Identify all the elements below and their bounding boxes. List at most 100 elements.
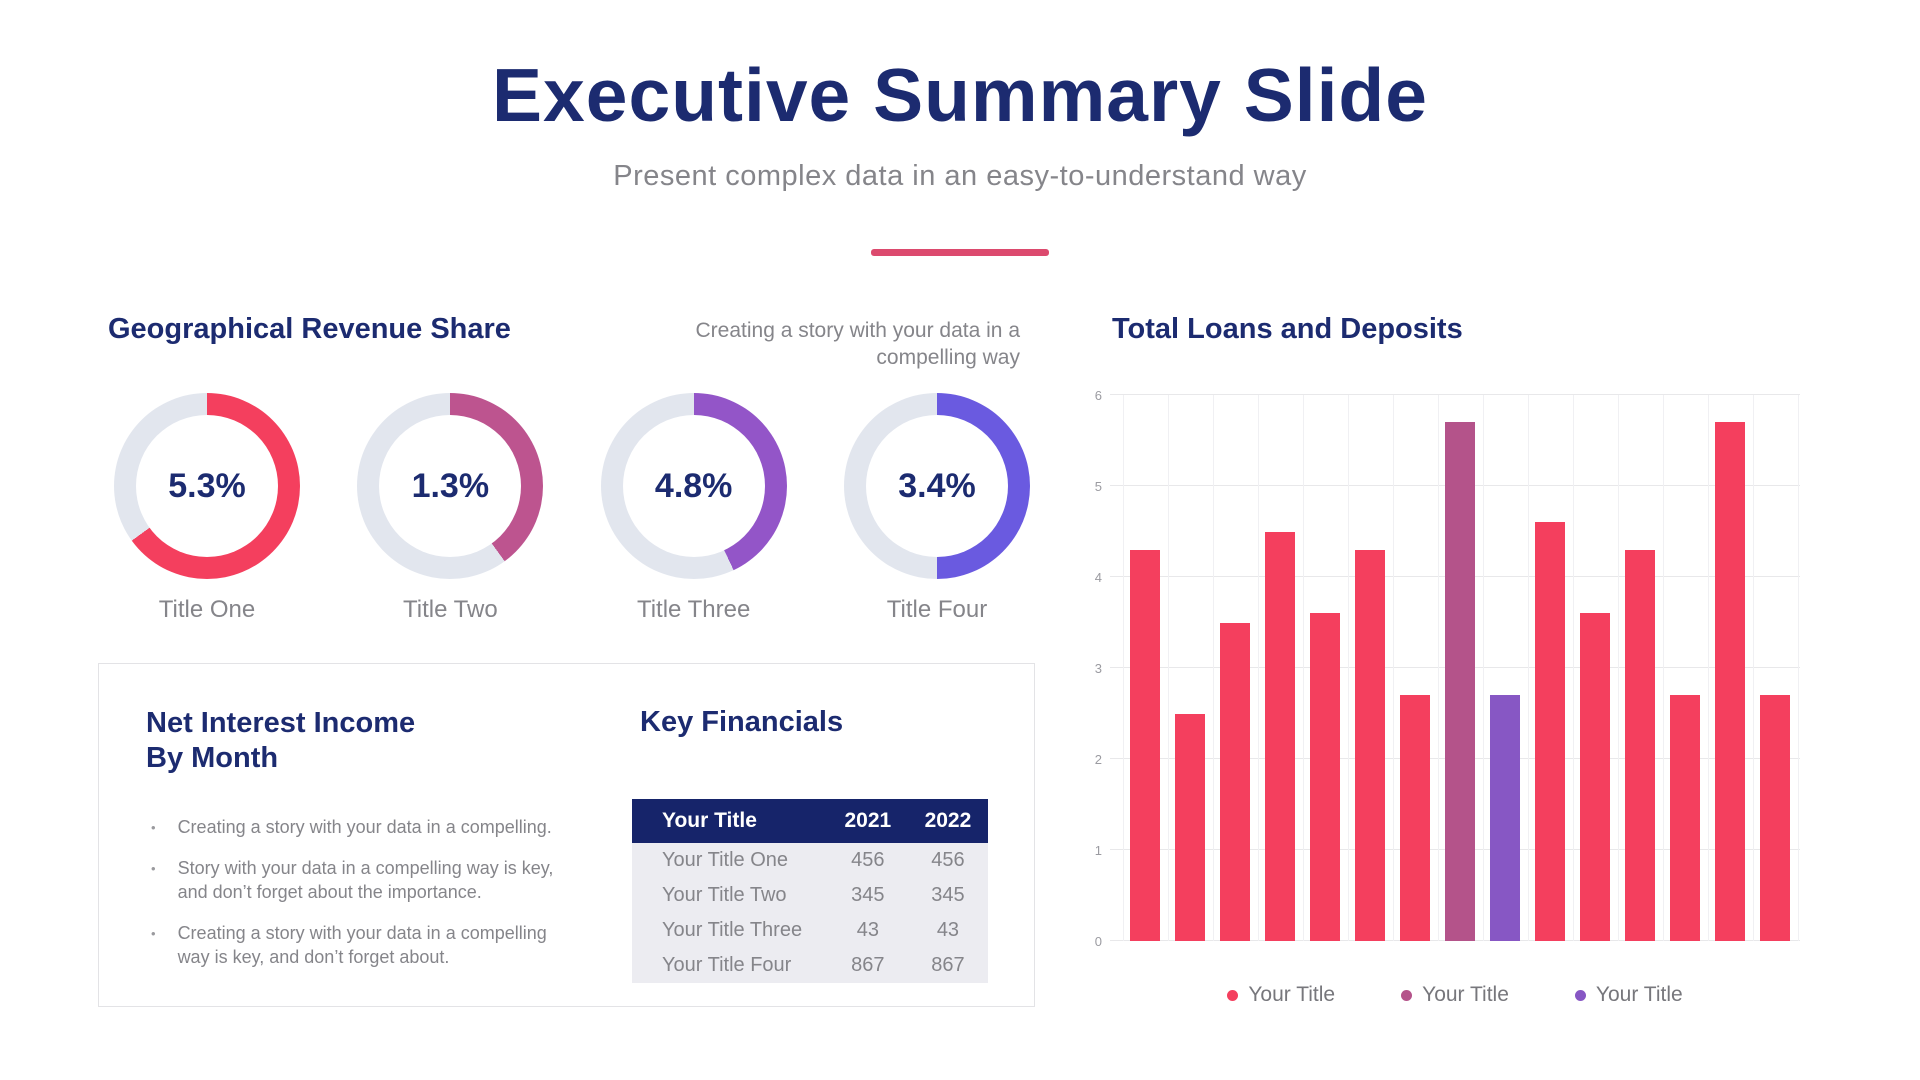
legend-label: Your Title	[1248, 983, 1335, 1007]
bar	[1715, 422, 1745, 941]
donut-ring: 3.4%	[844, 393, 1030, 579]
bar-series	[1110, 395, 1800, 941]
table-cell: 43	[828, 913, 908, 948]
legend-dot-icon	[1401, 990, 1412, 1001]
table-cell: Your Title Three	[632, 913, 828, 948]
bar	[1265, 532, 1295, 942]
note-text: Creating a story with your data in a com…	[636, 318, 1020, 372]
donut-gauge: 5.3% Title One	[112, 393, 302, 624]
y-tick-label: 0	[1074, 934, 1102, 949]
net-interest-heading-line1: Net Interest Income	[146, 706, 415, 741]
table-cell: 456	[908, 843, 988, 878]
y-tick-label: 5	[1074, 479, 1102, 494]
bullet-text: Creating a story with your data in a com…	[178, 922, 571, 969]
note-line2: compelling way	[636, 345, 1020, 372]
donut-section-title: Geographical Revenue Share	[108, 313, 511, 346]
table-cell: Your Title Two	[632, 878, 828, 913]
donut-value-label: 5.3%	[168, 467, 246, 506]
y-tick-label: 6	[1074, 388, 1102, 403]
donut-value-label: 3.4%	[898, 467, 976, 506]
bar	[1760, 695, 1790, 941]
financials-header-row: Your Title20212022	[632, 799, 988, 843]
table-row: Your Title Four867867	[632, 948, 988, 983]
bar	[1220, 623, 1250, 942]
table-cell: 867	[828, 948, 908, 983]
donut-hole: 4.8%	[623, 415, 765, 557]
table-row: Your Title One456456	[632, 843, 988, 878]
title-divider	[871, 249, 1049, 256]
bullet-item: • Creating a story with your data in a co…	[151, 816, 571, 839]
table-row: Your Title Two345345	[632, 878, 988, 913]
legend-item: Your Title	[1575, 983, 1683, 1007]
financials-body: Your Title One456456Your Title Two345345…	[632, 843, 988, 983]
bar	[1670, 695, 1700, 941]
net-interest-heading-line2: By Month	[146, 741, 415, 776]
bar-chart-title: Total Loans and Deposits	[1112, 313, 1463, 346]
info-box: Net Interest Income By Month • Creating a…	[98, 663, 1035, 1007]
bullet-list: • Creating a story with your data in a co…	[151, 816, 571, 987]
bar	[1445, 422, 1475, 941]
legend-item: Your Title	[1227, 983, 1335, 1007]
legend-dot-icon	[1227, 990, 1238, 1001]
table-cell: 456	[828, 843, 908, 878]
donut-row: 5.3% Title One 1.3% Title Two 4.8% Title Thre…	[112, 393, 1032, 624]
bar	[1175, 714, 1205, 942]
donut-hole: 1.3%	[379, 415, 521, 557]
table-cell: 345	[908, 878, 988, 913]
page-subtitle: Present complex data in an easy-to-under…	[0, 160, 1920, 193]
y-tick-label: 4	[1074, 570, 1102, 585]
donut-ring: 5.3%	[114, 393, 300, 579]
bullet-icon: •	[151, 857, 156, 904]
donut-hole: 3.4%	[866, 415, 1008, 557]
donut-gauge: 4.8% Title Three	[599, 393, 789, 624]
page-title: Executive Summary Slide	[0, 52, 1920, 138]
donut-title: Title Two	[403, 596, 498, 624]
donut-ring: 1.3%	[357, 393, 543, 579]
bar	[1535, 522, 1565, 941]
donut-gauge: 3.4% Title Four	[842, 393, 1032, 624]
financials-table: Your Title20212022 Your Title One456456Y…	[632, 799, 988, 983]
donut-title: Title Four	[887, 596, 987, 624]
table-header-cell: Your Title	[632, 799, 828, 843]
bullet-icon: •	[151, 816, 156, 839]
legend-dot-icon	[1575, 990, 1586, 1001]
bar	[1130, 550, 1160, 941]
bullet-text: Creating a story with your data in a com…	[178, 816, 552, 839]
y-tick-label: 1	[1074, 843, 1102, 858]
bar-plot: 0123456	[1110, 395, 1800, 941]
bar	[1400, 695, 1430, 941]
donut-hole: 5.3%	[136, 415, 278, 557]
note-line1: Creating a story with your data in a	[636, 318, 1020, 345]
key-financials-heading: Key Financials	[640, 706, 843, 739]
bullet-text: Story with your data in a compelling way…	[178, 857, 571, 904]
y-tick-label: 2	[1074, 752, 1102, 767]
table-header-cell: 2022	[908, 799, 988, 843]
header: Executive Summary Slide Present complex …	[0, 52, 1920, 193]
table-cell: Your Title Four	[632, 948, 828, 983]
bar	[1490, 695, 1520, 941]
bar	[1310, 613, 1340, 941]
donut-value-label: 1.3%	[412, 467, 490, 506]
legend-label: Your Title	[1422, 983, 1509, 1007]
table-row: Your Title Three4343	[632, 913, 988, 948]
donut-title: Title One	[159, 596, 255, 624]
bar	[1580, 613, 1610, 941]
chart-legend: Your Title Your Title Your Title	[1110, 983, 1800, 1007]
table-cell: 43	[908, 913, 988, 948]
donut-value-label: 4.8%	[655, 467, 733, 506]
bullet-item: • Creating a story with your data in a co…	[151, 922, 571, 969]
bullet-item: • Story with your data in a compelling wa…	[151, 857, 571, 904]
slide: Executive Summary Slide Present complex …	[0, 0, 1920, 1080]
table-cell: 345	[828, 878, 908, 913]
net-interest-heading: Net Interest Income By Month	[146, 706, 415, 777]
bar	[1625, 550, 1655, 941]
table-cell: Your Title One	[632, 843, 828, 878]
bar	[1355, 550, 1385, 941]
table-header-cell: 2021	[828, 799, 908, 843]
donut-title: Title Three	[637, 596, 750, 624]
donut-ring: 4.8%	[601, 393, 787, 579]
legend-item: Your Title	[1401, 983, 1509, 1007]
legend-label: Your Title	[1596, 983, 1683, 1007]
y-tick-label: 3	[1074, 661, 1102, 676]
bullet-icon: •	[151, 922, 156, 969]
